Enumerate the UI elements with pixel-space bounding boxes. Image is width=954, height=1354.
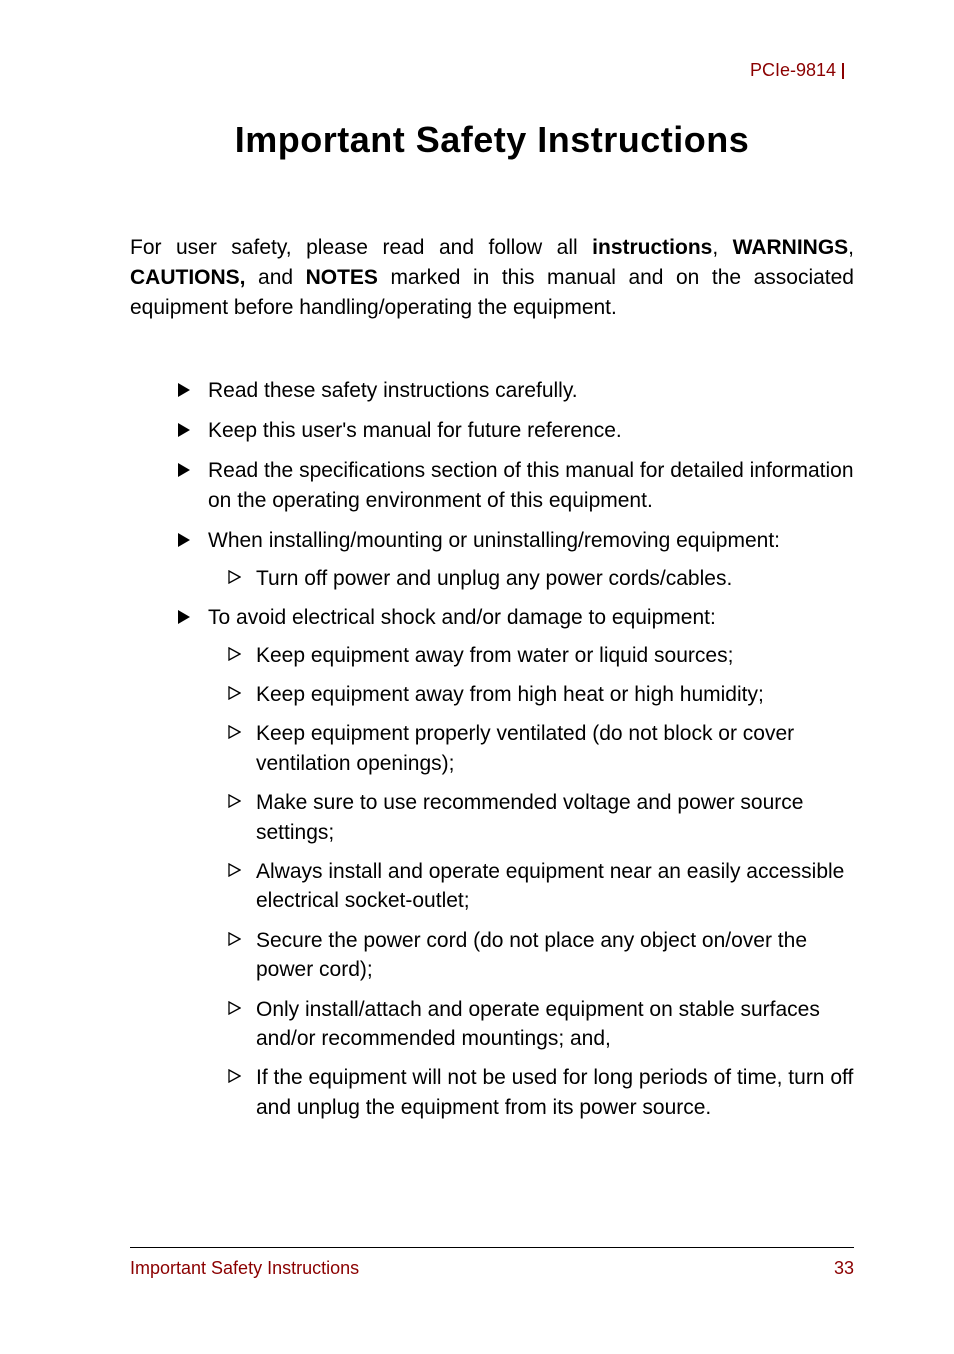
sub-list-item-text: If the equipment will not be used for lo… — [256, 1066, 853, 1118]
sub-list: Turn off power and unplug any power cord… — [208, 564, 854, 593]
triangle-outline-icon — [228, 794, 241, 808]
sub-list-item: Always install and operate equipment nea… — [228, 857, 854, 916]
page-title: Important Safety Instructions — [130, 119, 854, 161]
list-item-text: Read the specifications section of this … — [208, 459, 854, 512]
sub-list-item: If the equipment will not be used for lo… — [228, 1063, 854, 1122]
footer-page-number: 33 — [834, 1258, 854, 1279]
triangle-outline-icon — [228, 725, 241, 739]
sub-list-item-text: Only install/attach and operate equipmen… — [256, 998, 820, 1050]
triangle-outline-icon — [228, 686, 241, 700]
list-item-text: Keep this user's manual for future refer… — [208, 419, 622, 442]
sub-list-item-text: Turn off power and unplug any power cord… — [256, 567, 732, 590]
footer-section-title: Important Safety Instructions — [130, 1258, 359, 1279]
sub-list: Keep equipment away from water or liquid… — [208, 641, 854, 1122]
list-item: Keep this user's manual for future refer… — [178, 416, 854, 446]
sub-list-item-text: Keep equipment away from water or liquid… — [256, 644, 733, 667]
intro-keyword-warnings: WARNINGS — [733, 236, 849, 259]
triangle-outline-icon — [228, 932, 241, 946]
intro-keyword-cautions: CAUTIONS, — [130, 266, 246, 289]
sub-list-item: Keep equipment away from water or liquid… — [228, 641, 854, 670]
intro-keyword-notes: NOTES — [306, 266, 378, 289]
list-item: Read the specifications section of this … — [178, 456, 854, 516]
sub-list-item: Make sure to use recommended voltage and… — [228, 788, 854, 847]
list-item: Read these safety instructions carefully… — [178, 376, 854, 406]
list-item-text: To avoid electrical shock and/or damage … — [208, 606, 716, 629]
page: PCIe-9814 Important Safety Instructions … — [0, 0, 954, 1354]
list-item-text: Read these safety instructions carefully… — [208, 379, 578, 402]
sub-list-item: Turn off power and unplug any power cord… — [228, 564, 854, 593]
sub-list-item-text: Always install and operate equipment nea… — [256, 860, 844, 912]
intro-paragraph: For user safety, please read and follow … — [130, 233, 854, 322]
sub-list-item-text: Keep equipment properly ventilated (do n… — [256, 722, 794, 774]
sub-list-item-text: Make sure to use recommended voltage and… — [256, 791, 803, 843]
sub-list-item: Secure the power cord (do not place any … — [228, 926, 854, 985]
list-item: When installing/mounting or uninstalling… — [178, 526, 854, 593]
sub-list-item-text: Secure the power cord (do not place any … — [256, 929, 807, 981]
header-separator — [842, 63, 844, 79]
sub-list-item-text: Keep equipment away from high heat or hi… — [256, 683, 764, 706]
sub-list-item: Only install/attach and operate equipmen… — [228, 995, 854, 1054]
list-item: To avoid electrical shock and/or damage … — [178, 603, 854, 1122]
header: PCIe-9814 — [130, 60, 854, 81]
footer: Important Safety Instructions 33 — [130, 1247, 854, 1279]
footer-row: Important Safety Instructions 33 — [130, 1258, 854, 1279]
product-id: PCIe-9814 — [750, 60, 836, 80]
safety-list: Read these safety instructions carefully… — [130, 376, 854, 1122]
triangle-outline-icon — [228, 647, 241, 661]
intro-sep: and — [246, 266, 306, 289]
sub-list-item: Keep equipment properly ventilated (do n… — [228, 719, 854, 778]
intro-sep: , — [848, 236, 854, 259]
intro-text: For user safety, please read and follow … — [130, 236, 592, 259]
intro-sep: , — [712, 236, 732, 259]
triangle-outline-icon — [228, 1001, 241, 1015]
footer-divider — [130, 1247, 854, 1248]
sub-list-item: Keep equipment away from high heat or hi… — [228, 680, 854, 709]
triangle-outline-icon — [228, 863, 241, 877]
list-item-text: When installing/mounting or uninstalling… — [208, 529, 780, 552]
triangle-outline-icon — [228, 570, 241, 584]
intro-keyword-instructions: instructions — [592, 236, 712, 259]
triangle-outline-icon — [228, 1069, 241, 1083]
